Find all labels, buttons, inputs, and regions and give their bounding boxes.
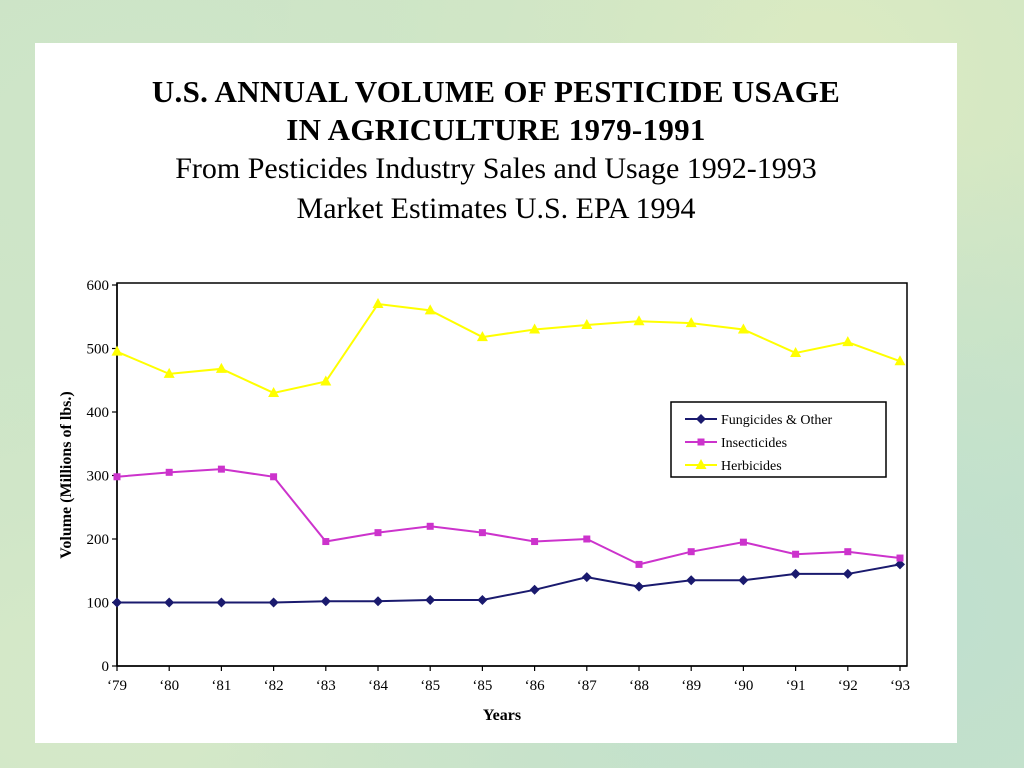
x-tick-label: ‘88 xyxy=(629,678,649,694)
data-point xyxy=(842,336,854,347)
legend-marker xyxy=(696,414,706,424)
data-point xyxy=(111,345,123,356)
x-tick-label: ‘87 xyxy=(577,678,597,694)
x-tick-label: ‘84 xyxy=(368,678,388,694)
data-point xyxy=(635,560,643,568)
data-point xyxy=(842,568,853,579)
chart-title-block: U.S. ANNUAL VOLUME OF PESTICIDE USAGE IN… xyxy=(35,73,957,229)
chart-legend: Fungicides & Other Insecticides Herbicides xyxy=(670,401,887,478)
x-tick-label: ‘80 xyxy=(159,678,179,694)
data-point xyxy=(216,597,227,608)
data-point xyxy=(792,550,800,558)
data-point xyxy=(687,548,695,556)
data-point xyxy=(320,596,331,607)
legend-label: Insecticides xyxy=(721,436,787,451)
line-chart: 0 100 200 300 400 500 600 ‘79 ‘80 ‘81 ‘82 ‘83 ‘84 ‘8… xyxy=(58,278,910,724)
data-point xyxy=(164,597,175,608)
y-tick-label: 100 xyxy=(87,596,110,612)
data-point xyxy=(426,522,434,530)
series-layer xyxy=(111,298,906,608)
data-point xyxy=(529,584,540,595)
data-point xyxy=(685,317,697,328)
data-point xyxy=(790,346,802,357)
data-point xyxy=(476,331,488,342)
data-point xyxy=(896,554,904,562)
y-tick-label: 300 xyxy=(87,469,110,485)
series-line xyxy=(116,302,901,394)
data-point xyxy=(634,581,644,592)
data-point xyxy=(737,323,749,334)
y-tick-label: 600 xyxy=(87,278,110,294)
x-axis-title: Years xyxy=(483,707,521,724)
data-point xyxy=(790,568,801,579)
data-point xyxy=(215,362,227,373)
data-point xyxy=(320,375,332,386)
data-point xyxy=(583,535,591,543)
y-axis-ticks: 0 100 200 300 400 500 600 xyxy=(87,278,117,675)
series-insecticides xyxy=(113,465,904,568)
data-point xyxy=(268,597,279,608)
data-point xyxy=(531,538,539,546)
data-point xyxy=(165,468,173,476)
x-tick-label: ‘91 xyxy=(786,678,806,694)
data-point xyxy=(844,548,852,556)
x-tick-label: ‘83 xyxy=(316,678,336,694)
data-point xyxy=(739,538,747,546)
x-tick-label: ‘93 xyxy=(890,678,910,694)
legend-box xyxy=(670,401,887,478)
data-point xyxy=(268,386,280,397)
series-line xyxy=(116,468,901,566)
data-point xyxy=(112,597,122,608)
series-fungicides-other xyxy=(112,559,905,608)
y-axis-title: Volume (Millions of lbs.) xyxy=(58,391,75,558)
data-point xyxy=(373,596,383,607)
data-point xyxy=(425,594,436,605)
data-point xyxy=(217,465,225,473)
data-point xyxy=(894,355,906,366)
series-herbicides xyxy=(111,298,906,397)
data-point xyxy=(477,594,488,605)
data-point xyxy=(529,323,541,334)
data-point xyxy=(581,572,592,583)
chart-title-line-2: IN AGRICULTURE 1979-1991 xyxy=(286,112,706,147)
slide-panel: U.S. ANNUAL VOLUME OF PESTICIDE USAGE IN… xyxy=(35,43,957,743)
data-point xyxy=(478,529,486,537)
y-tick-label: 0 xyxy=(102,659,110,675)
data-point xyxy=(581,319,593,330)
legend-marker xyxy=(697,438,705,446)
chart-title-line-1: U.S. ANNUAL VOLUME OF PESTICIDE USAGE xyxy=(151,74,841,109)
x-tick-label: ‘92 xyxy=(838,678,858,694)
legend-label: Herbicides xyxy=(721,459,782,474)
data-point xyxy=(686,575,697,586)
chart-subtitle-line-2: Market Estimates U.S. EPA 1994 xyxy=(296,192,696,225)
x-tick-label: ‘89 xyxy=(681,678,701,694)
data-point xyxy=(270,473,278,481)
legend-marker xyxy=(695,459,707,469)
data-point xyxy=(374,529,382,537)
x-tick-label: ‘90 xyxy=(733,678,753,694)
x-tick-label: ‘79 xyxy=(107,678,127,694)
data-point xyxy=(163,367,175,378)
y-tick-label: 400 xyxy=(87,405,110,421)
data-point xyxy=(738,575,749,586)
y-tick-label: 500 xyxy=(87,342,110,358)
chart-subtitle-line-1: From Pesticides Industry Sales and Usage… xyxy=(175,152,817,185)
legend-label: Fungicides & Other xyxy=(721,413,833,428)
series-line xyxy=(117,563,901,604)
data-point xyxy=(322,538,330,546)
data-point xyxy=(372,298,384,309)
data-point xyxy=(633,315,645,326)
x-tick-label: ‘86 xyxy=(525,678,545,694)
x-tick-label: ‘81 xyxy=(211,678,231,694)
data-point xyxy=(424,304,436,315)
x-tick-label: ‘85 xyxy=(472,678,492,694)
x-tick-label: ‘85 xyxy=(420,678,440,694)
x-tick-label: ‘82 xyxy=(264,678,284,694)
data-point xyxy=(895,559,905,570)
data-point xyxy=(113,473,121,481)
y-tick-label: 200 xyxy=(87,532,110,548)
x-axis-ticks: ‘79 ‘80 ‘81 ‘82 ‘83 ‘84 ‘85 ‘85 ‘86 ‘87 ‘88 ‘89 ‘90 ‘… xyxy=(107,666,910,694)
